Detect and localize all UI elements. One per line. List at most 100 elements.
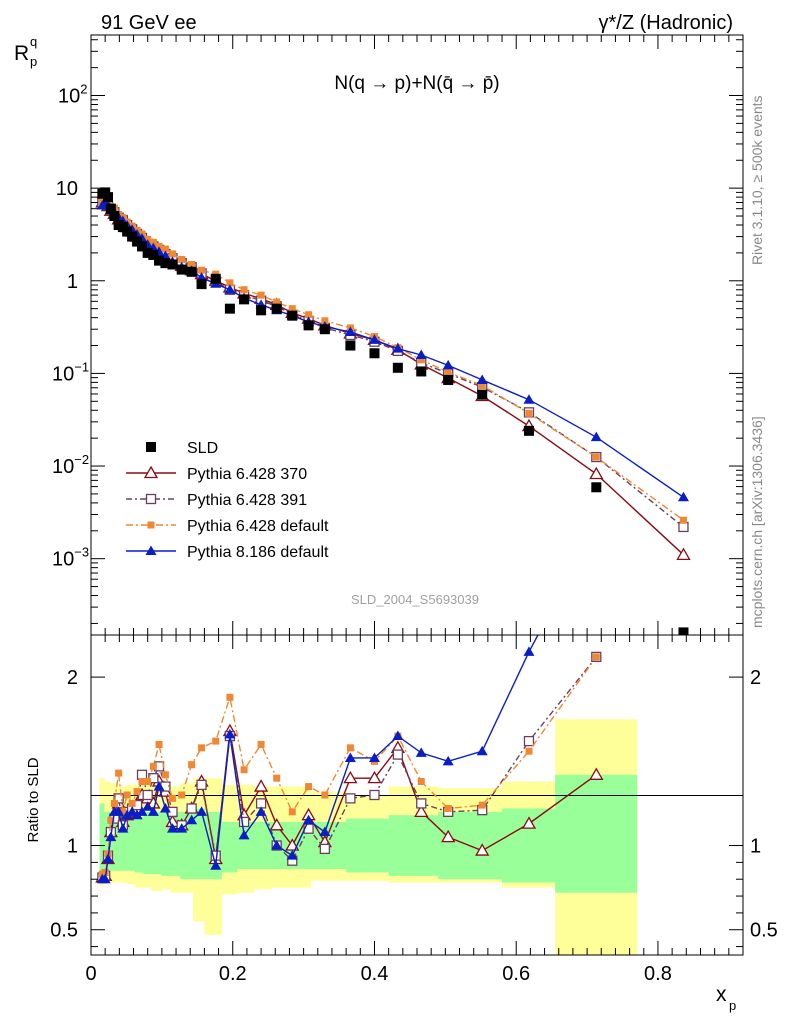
y-tick-exponent: −2: [74, 452, 89, 467]
band-inner: [193, 808, 205, 880]
ratio-y-tick-label: 2: [67, 667, 78, 689]
y-tick-exponent: −3: [74, 545, 89, 560]
ratio-point: [288, 808, 296, 816]
data-point: [186, 266, 197, 277]
y-axis-label-ratio: Ratio to SLD: [25, 757, 42, 842]
ratio-point: [414, 804, 429, 817]
ratio-point: [476, 745, 488, 756]
y-tick-label: 10−3: [52, 545, 89, 571]
data-point: [198, 266, 206, 274]
data-point: [273, 298, 281, 306]
ratio-point: [368, 752, 380, 762]
ratio-point: [591, 520, 602, 530]
ratio-point: [286, 850, 298, 860]
ratio-point: [367, 770, 382, 784]
data-point: [476, 374, 488, 384]
x-label-sub: p: [729, 998, 736, 1013]
legend-entry: Pythia 8.186 default: [126, 544, 329, 561]
ratio-point: [269, 818, 284, 831]
ratio-point: [110, 799, 118, 807]
ratio-point: [176, 823, 188, 833]
data-point: [169, 250, 176, 258]
ratio-pythia-8-186-default: [96, 520, 602, 884]
legend-label: Pythia 6.428 370: [187, 466, 307, 483]
data-point: [523, 425, 534, 436]
ratio-point: [161, 771, 169, 779]
ratio-point: [138, 778, 146, 786]
data-point: [443, 374, 454, 385]
data-point: [345, 340, 356, 351]
ratio-point: [444, 804, 452, 812]
ratio-point: [415, 747, 427, 757]
data-point: [167, 259, 178, 270]
y-tick-exponent: −1: [74, 359, 89, 374]
legend-marker: [145, 493, 157, 505]
ratio-point: [102, 853, 114, 863]
legend-label: Pythia 6.428 default: [187, 518, 329, 535]
x-tick-label: 0.2: [219, 963, 247, 985]
band-inner: [117, 815, 127, 871]
ratio-y-tick-label: 1: [67, 836, 78, 858]
data-point: [321, 317, 329, 325]
legend-entry: Pythia 6.428 391: [126, 492, 307, 509]
band-inner: [99, 803, 105, 883]
ratio-point: [169, 794, 176, 802]
ratio-point: [417, 778, 425, 786]
legend-entry: Pythia 6.428 370: [126, 465, 307, 483]
data-point: [288, 305, 296, 313]
y-tick-label: 10−1: [52, 359, 89, 385]
ratio-point: [592, 653, 600, 661]
data-point: [148, 249, 159, 260]
band-inner: [103, 811, 110, 871]
title-right: γ*/Z (Hadronic): [599, 12, 733, 34]
data-point: [417, 356, 425, 364]
ratio-point: [196, 806, 208, 816]
ratio-point: [392, 749, 404, 760]
data-point: [122, 226, 133, 237]
ratio-point: [142, 801, 154, 811]
legend-label: Pythia 6.428 391: [187, 492, 307, 509]
series-sld: [97, 187, 689, 635]
data-point: [525, 409, 533, 417]
ratio-point: [253, 779, 269, 792]
ratio-point: [285, 838, 300, 851]
ratio-point: [131, 809, 143, 820]
ratio-point: [343, 770, 358, 784]
data-point: [149, 238, 157, 246]
ratio-point: [117, 823, 129, 833]
band-inner: [109, 811, 119, 871]
mcplots-label: mcplots.cern.ch [arXiv:1306.3436]: [749, 416, 765, 628]
y-tick-exponent: 2: [80, 82, 87, 97]
ratio-point: [123, 791, 131, 799]
series-pythia-6-428-370: [95, 194, 691, 560]
ratio-point: [442, 755, 454, 766]
ratio-point: [521, 816, 537, 829]
ratio-y-tick-label-right: 2: [750, 667, 761, 689]
ratio-point: [523, 646, 535, 656]
ratio-point: [167, 823, 178, 833]
data-point: [319, 324, 330, 335]
ratio-point: [133, 788, 141, 796]
ratio-point: [121, 809, 133, 820]
ratio-point: [186, 803, 197, 814]
data-point: [224, 303, 235, 314]
x-tick-label: 0.8: [644, 963, 672, 985]
data-point: [210, 273, 221, 284]
legend-marker: [147, 521, 155, 529]
title-left: 91 GeV ee: [101, 12, 197, 34]
data-point: [287, 310, 298, 321]
data-point: [103, 192, 114, 203]
ratio-point: [113, 806, 125, 816]
axis-ticks: 102 10 1 10−1 10−2 10−3 0 0.2 0.4 0.6 0.8 0.5 0.5 1 1 2…: [50, 35, 778, 985]
data-point: [137, 241, 148, 252]
ratio-point: [344, 752, 356, 762]
ratio-point: [271, 840, 283, 850]
ratio-point: [144, 778, 152, 786]
data-point: [678, 627, 689, 635]
data-point: [303, 320, 314, 331]
ratio-point: [319, 843, 331, 855]
ratio-point: [224, 728, 236, 739]
data-point: [160, 258, 171, 269]
y-axis-label-main: R q p: [14, 34, 37, 69]
